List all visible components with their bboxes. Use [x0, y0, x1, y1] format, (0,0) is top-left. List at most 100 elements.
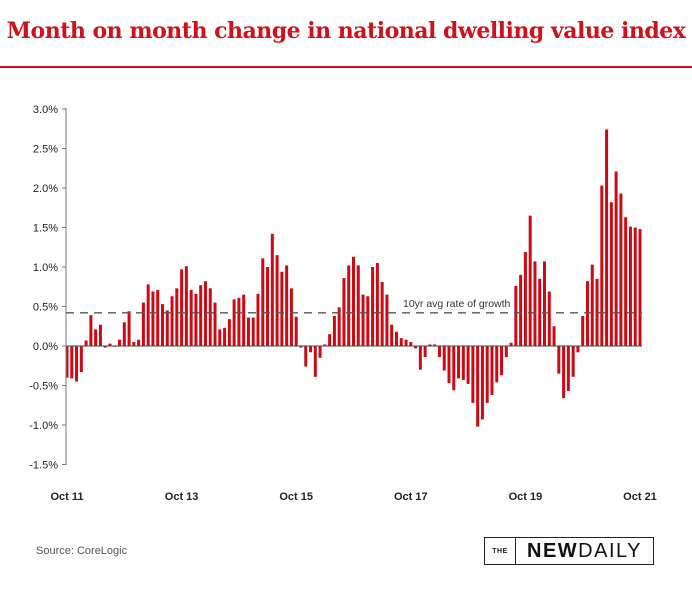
bar: [538, 278, 542, 346]
logo-new: NEW: [527, 539, 579, 562]
y-tick-label: -0.5%: [29, 381, 58, 393]
bar: [595, 278, 599, 346]
bar: [452, 346, 456, 391]
bar: [79, 346, 83, 373]
y-ticks: 3.0% 2.5% 2.0% 1.5% 1.0% 0.5% 0.0% -0.5% -1.0% -1…: [29, 104, 66, 472]
bar: [466, 346, 470, 384]
bar: [189, 289, 193, 346]
bar: [299, 346, 303, 348]
bar: [199, 285, 203, 346]
bar: [390, 324, 394, 346]
bar: [323, 344, 327, 346]
x-tick-label: Oct 19: [509, 491, 543, 503]
bar: [256, 293, 260, 346]
bar: [70, 346, 74, 379]
x-tick-label: Oct 17: [394, 491, 428, 503]
y-tick-label: -1.5%: [29, 460, 58, 472]
bar: [624, 217, 628, 346]
x-ticks: Oct 11 Oct 13 Oct 15 Oct 17 Oct 19 Oct 21: [50, 491, 656, 503]
bar: [227, 319, 231, 346]
bar: [490, 346, 494, 395]
y-tick-label: 2.0%: [33, 183, 58, 195]
bar: [289, 288, 293, 346]
bar: [380, 282, 384, 346]
x-tick-label: Oct 15: [279, 491, 313, 503]
bar: [409, 342, 413, 346]
bar: [495, 346, 499, 383]
bar: [566, 346, 570, 392]
bar: [65, 346, 69, 378]
bar: [223, 327, 227, 346]
avg-reference-label: 10yr avg rate of growth: [403, 298, 511, 310]
bar: [356, 265, 360, 346]
bar: [285, 265, 289, 346]
bar: [232, 299, 236, 346]
bar: [103, 346, 107, 348]
bar: [194, 293, 198, 346]
bar: [332, 315, 336, 346]
bar: [146, 284, 150, 346]
x-tick-label: Oct 11: [50, 491, 83, 503]
bar: [471, 346, 475, 403]
bar: [318, 346, 322, 358]
bar: [571, 346, 575, 377]
bar: [418, 346, 422, 370]
newdaily-logo: THE NEWDAILY: [484, 537, 654, 565]
bar: [504, 346, 508, 358]
bar: [576, 346, 580, 353]
bar: [161, 304, 164, 346]
y-tick-label: 0.5%: [33, 302, 58, 314]
bar: [442, 346, 446, 371]
source-note: Source: CoreLogic: [36, 545, 128, 557]
bar: [523, 251, 527, 346]
bar: [633, 227, 637, 346]
bar: [280, 271, 284, 346]
bar: [437, 346, 441, 358]
y-tick-label: 1.5%: [33, 223, 58, 235]
bar: [590, 264, 594, 346]
bar: [309, 346, 313, 353]
bar: [528, 215, 532, 346]
bar: [399, 338, 403, 346]
bar: [156, 289, 160, 346]
bar: [275, 255, 279, 346]
bar: [208, 288, 212, 346]
bar: [108, 343, 112, 346]
bar: [414, 346, 418, 349]
bar: [213, 302, 217, 346]
bar: [480, 346, 484, 420]
bar: [184, 266, 188, 346]
bar: [600, 185, 604, 346]
bar: [557, 346, 561, 374]
bar: [328, 334, 332, 346]
bar: [433, 344, 437, 346]
logo-daily: DAILY: [578, 539, 642, 562]
bar: [122, 322, 126, 346]
bar: [342, 278, 346, 346]
y-tick-label: -1.0%: [29, 420, 58, 432]
bar: [404, 339, 408, 346]
bar: [337, 307, 341, 346]
bar: [266, 267, 270, 346]
bar: [628, 226, 632, 346]
bar: [609, 202, 613, 346]
bar: [180, 269, 184, 346]
bar: [533, 261, 537, 346]
bar: [347, 265, 351, 346]
bar: [500, 346, 504, 376]
bar: [509, 342, 513, 346]
bar: [614, 171, 618, 346]
bar: [261, 258, 265, 346]
bar: [366, 296, 370, 346]
bar: [313, 346, 317, 377]
bar: [461, 346, 465, 380]
bar: [170, 296, 174, 346]
bar: [175, 288, 179, 346]
bar: [519, 274, 523, 346]
bar: [562, 346, 566, 399]
y-tick-label: 1.0%: [33, 262, 58, 274]
bar: [141, 302, 145, 346]
bar: [423, 346, 427, 358]
